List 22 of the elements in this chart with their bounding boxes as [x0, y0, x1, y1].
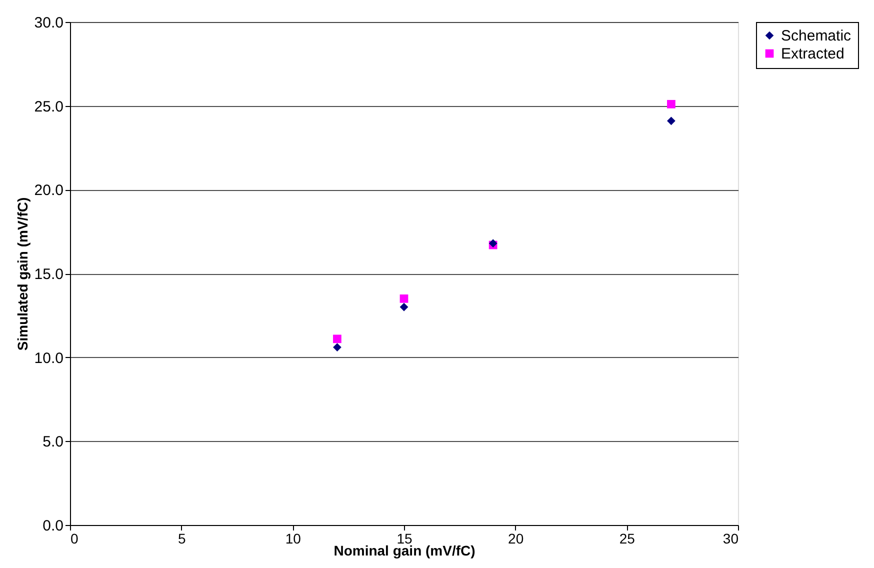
legend-label: Schematic [781, 28, 852, 44]
y-tick-label: 20.0 [34, 182, 64, 200]
y-tick-label: 0.0 [42, 518, 64, 534]
legend-label: Extracted [781, 46, 844, 62]
x-tick-label: 25 [619, 530, 636, 546]
y-axis-title: Simulated gain (mV/fC) [14, 197, 30, 351]
point [333, 334, 342, 344]
y-tick-label: 30.0 [34, 14, 64, 32]
x-tick-label: 30 [722, 530, 739, 546]
point [400, 294, 408, 303]
x-tick-label: 5 [178, 530, 186, 546]
y-tick-label: 10.0 [34, 350, 64, 367]
point [667, 116, 676, 126]
y-tick-label: 15.0 [34, 266, 64, 283]
x-tick-label: 0 [70, 530, 78, 546]
point [400, 302, 408, 312]
x-tick-label: 10 [285, 530, 302, 546]
x-tick-label: 20 [508, 530, 524, 546]
y-tick-label: 5.0 [42, 434, 64, 451]
point [333, 343, 342, 352]
point [667, 100, 676, 108]
y-tick-label: 25.0 [34, 98, 64, 116]
